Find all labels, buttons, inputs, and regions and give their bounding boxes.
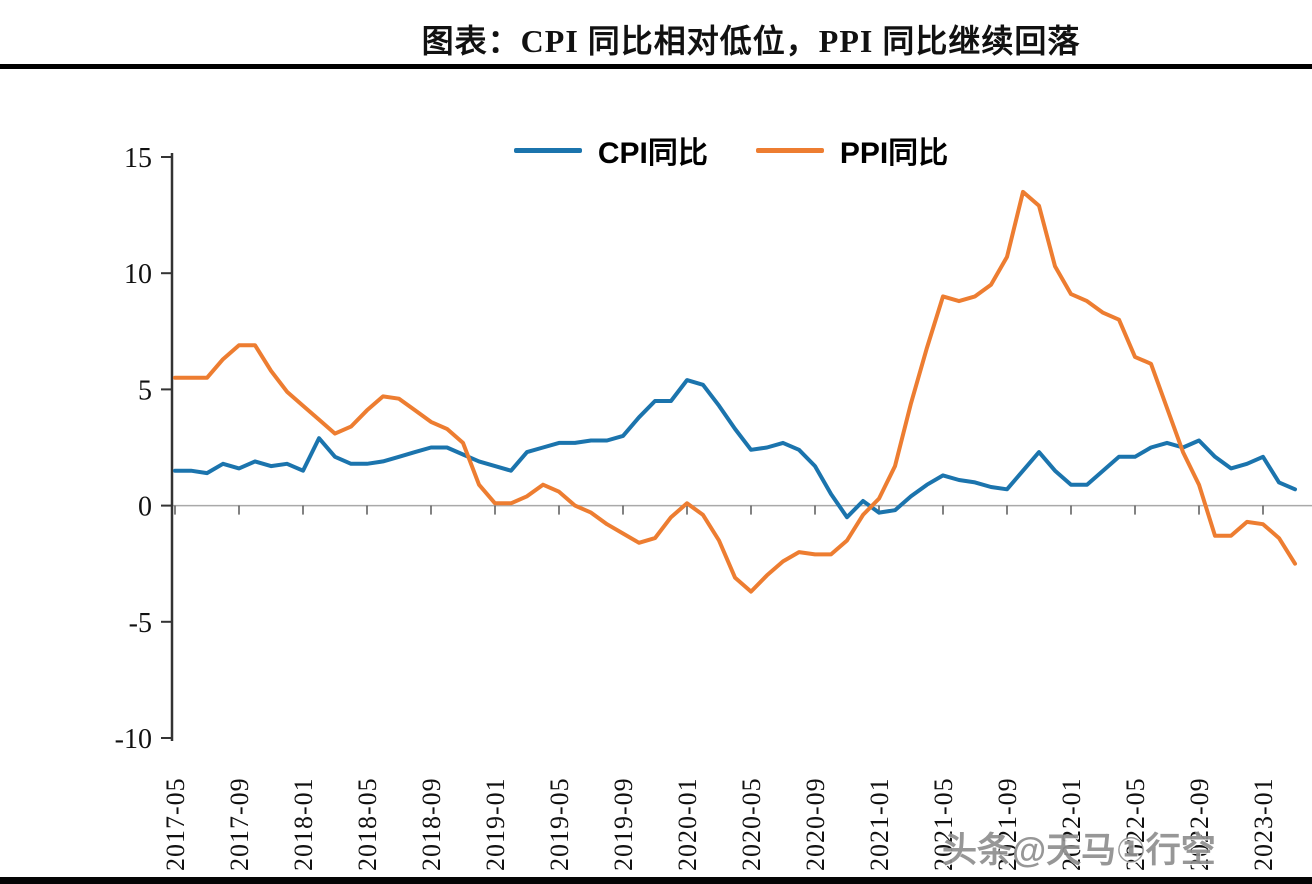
x-tick-label: 2020-01 [673, 777, 702, 871]
ppi-legend-label: PPI同比 [839, 137, 949, 170]
y-tick-label: 0 [138, 492, 152, 523]
ppi-series-line [173, 189, 1297, 594]
chart-title: 图表：CPI 同比相对低位，PPI 同比继续回落 [421, 23, 1081, 59]
x-tick-label: 2021-05 [929, 777, 958, 871]
x-tick-label: 2018-05 [353, 777, 382, 871]
x-tick-label: 2020-05 [737, 777, 766, 871]
watermark: 头条@天马①行空 [942, 831, 1216, 870]
y-tick-label: 5 [138, 375, 152, 406]
x-tick-label: 2021-01 [865, 777, 894, 871]
y-tick-label: 15 [124, 143, 152, 174]
x-tick-label: 2021-09 [993, 777, 1022, 871]
ppi-legend-swatch [755, 147, 824, 153]
x-tick-label: 2018-09 [417, 777, 446, 871]
x-tick-label: 2022-01 [1057, 777, 1086, 871]
x-tick-label: 2019-09 [609, 777, 638, 871]
legend-item-cpi: CPI同比 [513, 128, 708, 172]
cpi-legend-swatch [513, 147, 582, 153]
title-divider [0, 64, 1312, 69]
cpi-legend-label: CPI同比 [597, 137, 708, 170]
x-tick-label: 2022-05 [1121, 777, 1150, 871]
x-tick-label: 2020-09 [801, 777, 830, 871]
x-tick-label: 2017-09 [225, 777, 254, 871]
y-tick-label: 10 [124, 259, 152, 290]
legend-item-ppi: PPI同比 [755, 128, 949, 172]
x-tick-label: 2017-05 [161, 777, 190, 871]
x-tick-label: 2018-01 [289, 777, 318, 871]
legend: CPI同比 PPI同比 [0, 128, 1312, 172]
x-tick-label: 2023-01 [1249, 777, 1278, 871]
x-tick-label: 2019-01 [481, 777, 510, 871]
bottom-bar [0, 877, 1312, 884]
x-tick-label: 2022-09 [1185, 777, 1214, 871]
y-tick-label: -10 [115, 724, 152, 755]
x-tick-label: 2019-05 [545, 777, 574, 871]
cpi-series-line [173, 378, 1297, 520]
y-tick-label: -5 [129, 608, 152, 639]
